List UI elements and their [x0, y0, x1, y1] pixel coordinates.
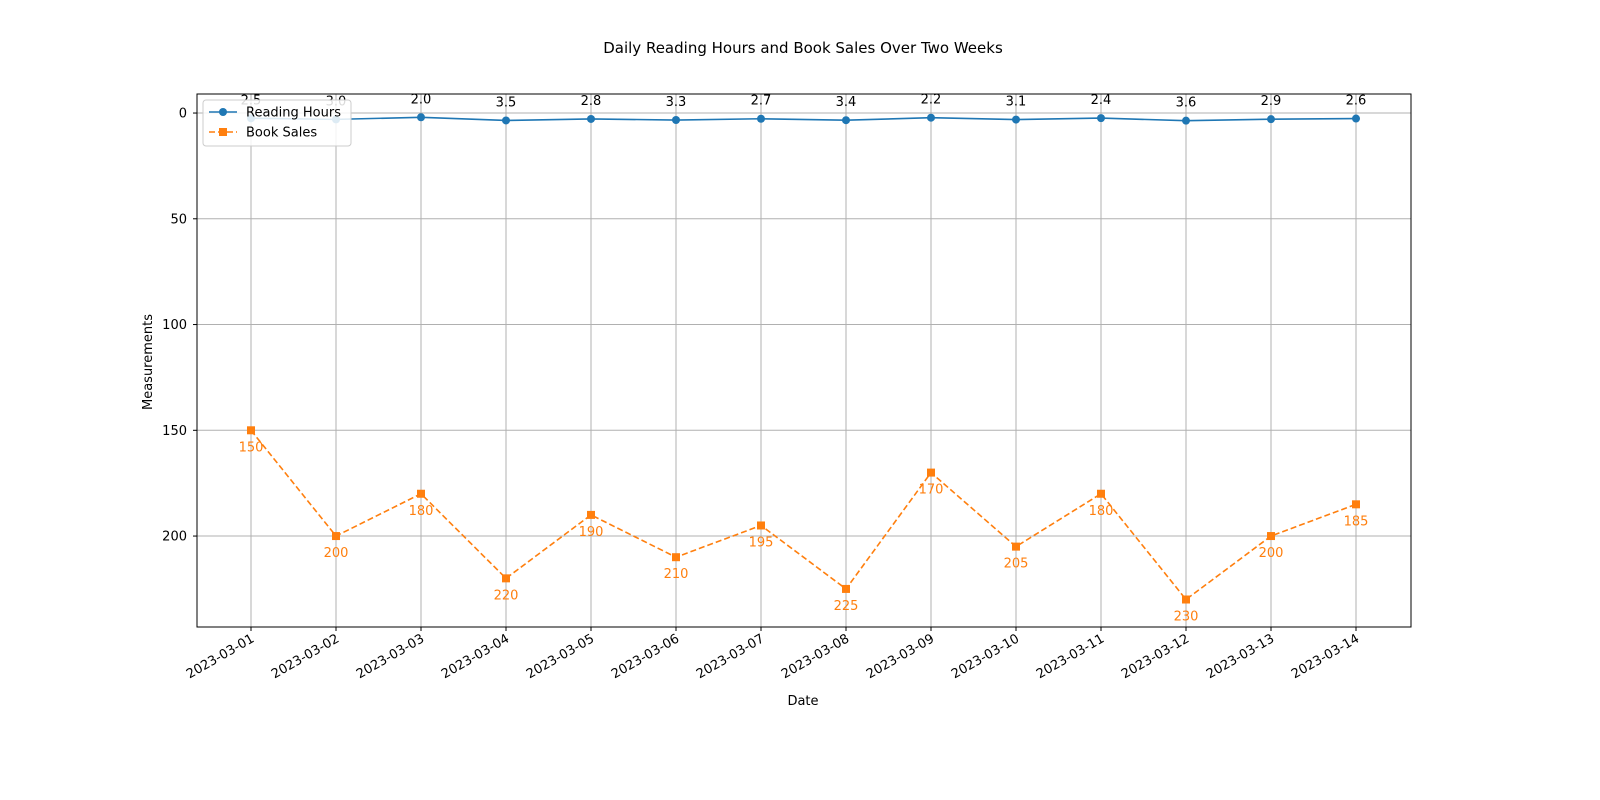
x-tick-label: 2023-03-13 [1204, 631, 1277, 682]
data-point [502, 574, 510, 583]
data-label: 2.7 [751, 94, 772, 109]
data-label: 220 [494, 588, 519, 603]
plot-frame [196, 93, 1412, 628]
y-axis-ticks: 0 50 100 150 200 [162, 107, 197, 545]
data-point [247, 426, 255, 435]
data-point [1352, 500, 1360, 509]
data-label: 185 [1344, 514, 1369, 529]
grid-lines [197, 94, 1411, 627]
chart-title: Daily Reading Hours and Book Sales Over … [603, 39, 1003, 57]
data-point [1012, 115, 1020, 124]
data-point [757, 521, 765, 530]
data-label: 2.6 [1346, 94, 1367, 109]
data-point [1352, 114, 1360, 123]
data-label: 2.9 [1261, 94, 1282, 109]
data-label: 230 [1174, 610, 1199, 625]
data-label: 3.3 [666, 95, 687, 110]
data-point [1097, 114, 1105, 123]
y-tick-label: 100 [162, 318, 187, 333]
data-point [417, 489, 425, 498]
data-point [1097, 489, 1105, 498]
data-label: 170 [919, 483, 944, 498]
x-tick-label: 2023-03-06 [609, 631, 682, 682]
data-label: 200 [324, 546, 349, 561]
x-tick-label: 2023-03-01 [184, 631, 257, 682]
y-tick-label: 200 [162, 530, 187, 545]
data-label: 210 [664, 567, 689, 582]
x-tick-label: 2023-03-04 [439, 631, 512, 682]
legend-item: Reading Hours [209, 106, 341, 121]
data-point [927, 113, 935, 122]
x-tick-label: 2023-03-02 [269, 631, 342, 682]
data-point [502, 116, 510, 125]
data-label: 2.2 [921, 93, 942, 108]
series-reading-hours: 2.53.02.03.52.83.32.73.42.23.12.43.62.92… [241, 92, 1367, 125]
data-point [1182, 116, 1190, 125]
data-label: 205 [1004, 557, 1029, 572]
data-label: 3.5 [496, 95, 517, 110]
data-label: 3.6 [1176, 96, 1197, 111]
legend-label: Reading Hours [246, 106, 341, 121]
x-tick-label: 2023-03-05 [524, 631, 597, 682]
data-label: 225 [834, 599, 859, 614]
data-label: 3.1 [1006, 95, 1027, 110]
legend-label: Book Sales [246, 126, 317, 141]
x-axis-ticks: 2023-03-01 2023-03-02 2023-03-03 2023-03-04… [184, 627, 1362, 682]
legend-marker [219, 128, 227, 136]
data-label: 180 [409, 504, 434, 519]
series-book-sales: 150 200 180 220 190 210 195 225 170 205 180 230 200 1… [239, 426, 1369, 625]
legend-box [202, 99, 352, 147]
x-tick-label: 2023-03-12 [1119, 631, 1192, 682]
x-tick-label: 2023-03-10 [949, 631, 1022, 682]
data-point [587, 510, 595, 519]
data-point [757, 114, 765, 123]
data-point [842, 116, 850, 125]
x-tick-label: 2023-03-11 [1034, 631, 1107, 682]
y-tick-label: 0 [179, 107, 187, 122]
legend-item: Book Sales [209, 126, 317, 141]
data-point [672, 553, 680, 562]
y-tick-label: 150 [162, 424, 187, 439]
series-line [250, 429, 1357, 601]
x-tick-label: 2023-03-07 [694, 631, 767, 682]
data-label: 180 [1089, 504, 1114, 519]
data-label: 2.4 [1091, 93, 1112, 108]
y-tick-label: 50 [170, 212, 187, 227]
y-axis-label: Measurements [141, 314, 156, 410]
data-point [1267, 115, 1275, 124]
data-point [332, 532, 340, 541]
data-label: 150 [239, 440, 264, 455]
x-tick-label: 2023-03-03 [354, 631, 427, 682]
x-axis-label: Date [787, 694, 818, 709]
data-label: 190 [579, 525, 604, 540]
data-label: 195 [749, 535, 774, 550]
x-tick-label: 2023-03-09 [864, 631, 937, 682]
data-point [1012, 542, 1020, 551]
data-point [927, 468, 935, 477]
data-label: 2.0 [411, 92, 432, 107]
data-point [587, 114, 595, 123]
x-tick-label: 2023-03-08 [779, 631, 852, 682]
data-label: 200 [1259, 546, 1284, 561]
data-point [842, 584, 850, 593]
series-layer: 2.53.02.03.52.83.32.73.42.23.12.43.62.92… [239, 92, 1369, 624]
data-point [1182, 595, 1190, 604]
data-label: 2.8 [581, 94, 602, 109]
legend: Reading Hours Book Sales [202, 99, 352, 147]
x-tick-label: 2023-03-14 [1289, 631, 1362, 682]
data-point [672, 116, 680, 125]
data-label: 3.4 [836, 95, 857, 110]
data-point [417, 113, 425, 122]
legend-marker [219, 108, 227, 116]
data-point [1267, 532, 1275, 541]
series-line [250, 116, 1357, 122]
